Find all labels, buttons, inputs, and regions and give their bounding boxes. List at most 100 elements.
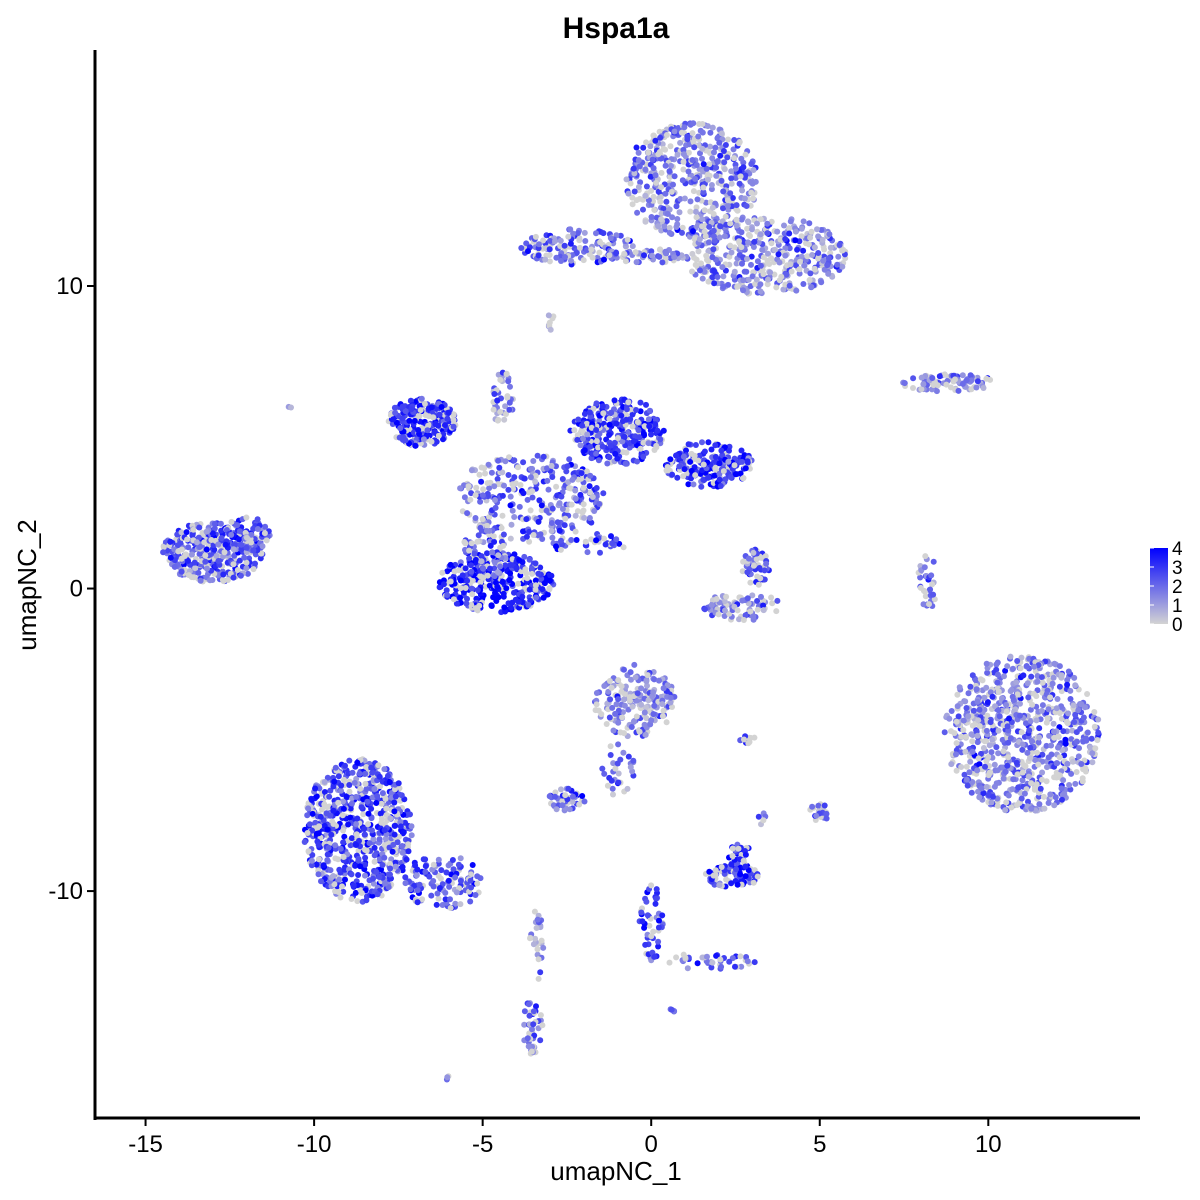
cell-point <box>500 542 507 549</box>
cell-point <box>643 715 650 722</box>
cell-point <box>1035 761 1042 768</box>
cell-point <box>720 188 727 195</box>
cell-point <box>503 370 510 377</box>
cell-point <box>1033 781 1040 788</box>
cell-point <box>332 855 339 862</box>
cell-point <box>796 266 803 273</box>
cell-point <box>234 522 241 529</box>
cluster-4 <box>900 371 994 395</box>
cell-point <box>606 252 613 259</box>
cell-point <box>554 519 561 526</box>
cell-point <box>1074 738 1080 745</box>
cell-point <box>634 209 641 216</box>
cell-point <box>643 139 650 146</box>
cell-point <box>660 205 667 212</box>
cell-point <box>248 539 255 546</box>
cell-point <box>462 565 469 572</box>
cell-point <box>506 577 513 584</box>
cell-point <box>744 595 751 602</box>
cell-point <box>184 536 191 543</box>
cell-point <box>171 563 178 570</box>
cell-point <box>500 590 507 597</box>
cell-point <box>621 691 628 698</box>
cell-point <box>717 152 724 159</box>
cell-point <box>984 699 991 706</box>
cell-point <box>637 179 644 186</box>
cell-point <box>313 793 320 800</box>
cell-point <box>399 849 406 856</box>
cell-point <box>725 458 732 465</box>
cell-point <box>977 676 984 683</box>
cell-point <box>580 257 587 264</box>
cell-point <box>353 793 360 800</box>
cell-point <box>320 862 327 869</box>
cell-point <box>929 375 936 381</box>
cell-point <box>792 228 799 235</box>
cell-point <box>676 209 683 216</box>
cell-point <box>948 761 955 768</box>
cell-point <box>610 727 617 734</box>
cell-point <box>647 143 654 150</box>
cell-point <box>713 596 720 602</box>
cell-point <box>601 683 608 689</box>
cell-point <box>1064 681 1071 688</box>
cell-point <box>739 568 746 575</box>
cell-point <box>703 252 710 259</box>
cell-point <box>594 254 601 261</box>
cell-point <box>732 175 739 181</box>
cell-point <box>371 852 378 859</box>
cell-point <box>392 863 399 870</box>
cell-point <box>626 694 633 701</box>
cluster-20 <box>592 661 678 740</box>
cell-point <box>408 832 415 839</box>
cell-point <box>661 223 668 230</box>
cell-point <box>615 696 622 703</box>
cell-point <box>167 538 174 545</box>
cell-point <box>379 862 386 868</box>
cell-point <box>953 740 960 747</box>
cell-point <box>1027 718 1034 724</box>
cell-point <box>445 409 452 416</box>
cell-point <box>658 184 665 191</box>
cell-point <box>480 486 487 493</box>
cell-point <box>631 661 638 668</box>
cell-point <box>552 238 558 245</box>
cell-point <box>683 447 689 454</box>
cell-point <box>496 464 503 471</box>
cell-point <box>234 567 241 573</box>
cell-point <box>1009 693 1016 700</box>
cell-point <box>546 586 553 593</box>
cell-point <box>491 391 498 397</box>
cell-point <box>185 544 192 551</box>
cell-point <box>608 684 615 691</box>
cell-point <box>724 197 731 204</box>
cell-point <box>753 276 760 283</box>
cell-point <box>340 798 346 805</box>
cell-point <box>1045 706 1052 713</box>
cell-point <box>405 848 412 855</box>
cell-point <box>633 407 640 413</box>
cell-point <box>324 851 331 858</box>
cell-point <box>217 520 224 527</box>
cell-point <box>821 266 828 273</box>
cell-point <box>495 594 502 601</box>
cell-point <box>507 570 514 577</box>
cell-point <box>956 684 963 691</box>
cell-point <box>638 701 645 708</box>
cell-point <box>588 536 595 543</box>
cell-point <box>706 161 713 168</box>
cell-point <box>714 134 721 141</box>
cell-point <box>963 763 970 770</box>
cell-point <box>435 432 442 439</box>
cell-point <box>354 898 361 905</box>
cell-point <box>767 269 774 276</box>
cell-point <box>700 189 707 195</box>
cell-point <box>737 470 744 477</box>
cell-point <box>1079 778 1086 785</box>
cell-point <box>933 388 940 395</box>
cell-point <box>662 162 669 169</box>
cell-point <box>397 425 404 432</box>
cell-point <box>215 558 222 564</box>
cell-point <box>664 464 671 470</box>
cell-point <box>738 216 745 223</box>
